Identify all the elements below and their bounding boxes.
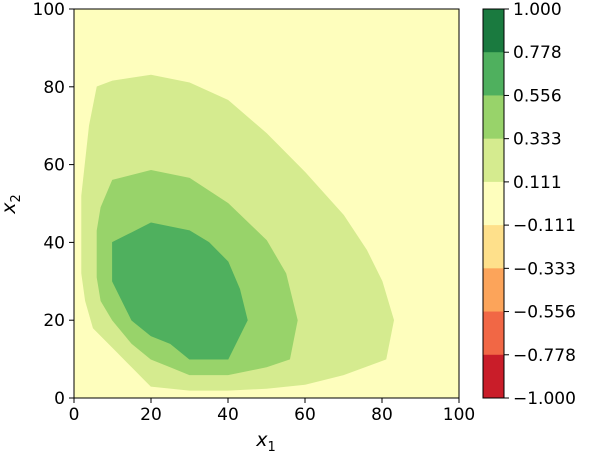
x-tick-label: 0 — [69, 405, 80, 425]
contour-band-3 — [112, 222, 248, 360]
y-axis-label: x2 — [0, 194, 24, 215]
colorbar-segment — [483, 268, 504, 313]
y-tick-label: 100 — [33, 0, 65, 20]
colorbar-tick-label: −1.000 — [513, 389, 576, 409]
colorbar-tick-label: 0.333 — [513, 130, 562, 150]
colorbar-tick-label: 0.556 — [513, 86, 562, 106]
colorbar-tick-label: 1.000 — [513, 0, 562, 20]
x-tick-label: 80 — [371, 405, 393, 425]
colorbar-segment — [483, 95, 504, 140]
colorbar-segment — [483, 354, 504, 399]
x-tick-label: 20 — [140, 405, 162, 425]
colorbar-tick-label: −0.556 — [513, 303, 576, 323]
y-tick-label: 40 — [43, 233, 65, 253]
y-tick-label: 60 — [43, 156, 65, 176]
colorbar-segment — [483, 9, 504, 53]
colorbar-segment — [483, 181, 504, 226]
plot-frame — [73, 8, 460, 399]
colorbar-tick-label: −0.111 — [513, 216, 576, 236]
colorbar-tick-label: 0.111 — [513, 173, 562, 193]
y-axis: 0 20 40 60 80 100 — [33, 0, 74, 409]
x-tick-label: 40 — [217, 405, 239, 425]
x-tick-label: 100 — [443, 405, 475, 425]
colorbar-tick-label: −0.333 — [513, 259, 576, 279]
x-axis-label: x1 — [255, 429, 276, 453]
contour-layer — [81, 74, 395, 391]
colorbar-tick-label: −0.778 — [513, 346, 576, 366]
colorbar-segment — [483, 225, 504, 269]
colorbar-segment — [483, 311, 504, 356]
colorbar-segment — [483, 138, 504, 183]
y-tick-label: 20 — [43, 311, 65, 331]
colorbar: 1.000 0.778 0.556 0.333 0.111 −0.111 −0.333 −0.… — [482, 0, 576, 409]
colorbar-tick-label: 0.778 — [513, 43, 562, 63]
x-axis: 0 20 40 60 80 100 — [69, 398, 475, 425]
plot-area — [73, 8, 460, 399]
colorbar-segment — [483, 52, 504, 96]
y-tick-label: 0 — [54, 389, 65, 409]
x-tick-label: 60 — [294, 405, 316, 425]
y-tick-label: 80 — [43, 78, 65, 98]
colorbar-frame — [482, 8, 505, 399]
